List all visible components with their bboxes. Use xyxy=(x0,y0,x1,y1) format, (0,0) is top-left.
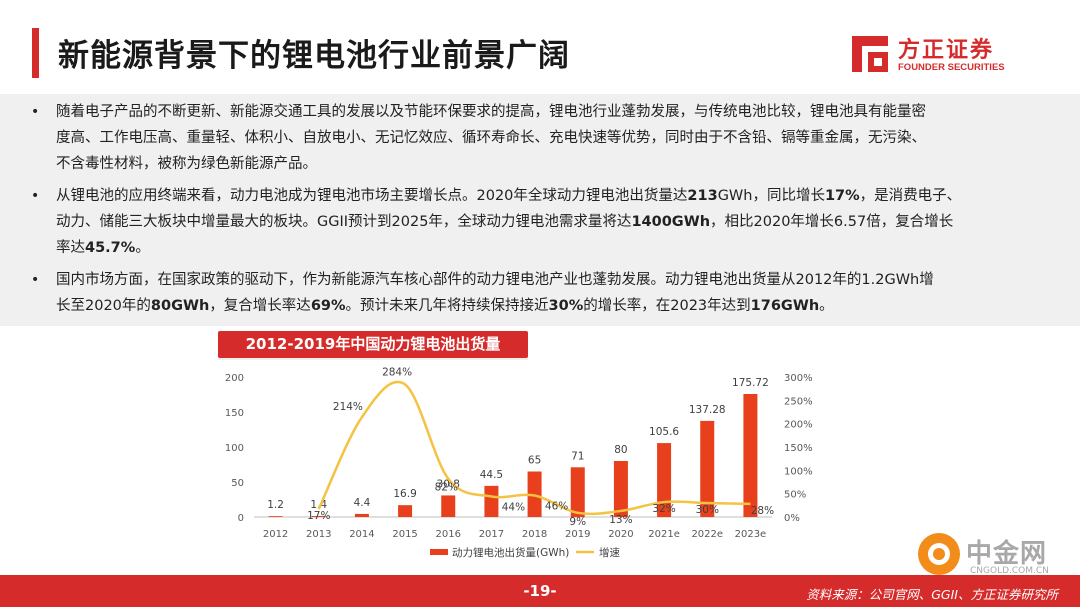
bar xyxy=(398,505,413,517)
bar-data-label: 30.8 xyxy=(437,478,460,490)
y-right-tick-label: 0% xyxy=(784,513,800,524)
bar xyxy=(441,495,456,517)
bar-data-label: 175.72 xyxy=(732,377,769,389)
bar xyxy=(484,485,499,517)
y-left-tick-label: 100 xyxy=(225,443,244,454)
growth-data-label: 214% xyxy=(333,401,363,413)
x-tick-label: 2015 xyxy=(392,529,417,540)
x-tick-label: 2012 xyxy=(263,529,288,540)
bar-data-label: 1.2 xyxy=(267,499,284,511)
y-right-tick-label: 100% xyxy=(784,466,813,477)
x-tick-label: 2023e xyxy=(735,529,767,540)
bar-data-label: 4.4 xyxy=(354,497,371,509)
logo-cn-text: 方正证券 xyxy=(898,38,995,63)
y-right-tick-label: 50% xyxy=(784,490,806,501)
founder-logo: 方正证券 FOUNDER SECURITIES xyxy=(848,30,1048,78)
x-tick-label: 2013 xyxy=(306,529,331,540)
y-left-tick-label: 200 xyxy=(225,373,244,384)
x-tick-label: 2021e xyxy=(648,529,680,540)
bullet-2-line-1: 从锂电池的应用终端来看，动力电池成为锂电池市场主要增长点。2020年全球动力锂电… xyxy=(56,188,962,204)
growth-data-label: 13% xyxy=(609,514,632,526)
bar xyxy=(570,467,585,517)
page-title: 新能源背景下的锂电池行业前景广阔 xyxy=(58,38,570,74)
watermark: 中金网 CNGOLD.COM.CN xyxy=(918,531,1068,577)
bullet-1-line-3: 不含毒性材料，被称为绿色新能源产品。 xyxy=(56,156,317,172)
bar-data-label: 16.9 xyxy=(393,488,416,500)
bullet-1: • 随着电子产品的不断更新、新能源交通工具的发展以及节能环保要求的提高，锂电池行… xyxy=(31,99,1056,177)
bullet-3: • 国内市场方面，在国家政策的驱动下，作为新能源汽车核心部件的动力锂电池产业也蓬… xyxy=(31,267,1056,319)
y-right-tick-label: 250% xyxy=(784,396,813,407)
watermark-logo-icon xyxy=(918,533,960,575)
bar xyxy=(311,516,326,517)
growth-data-label: 9% xyxy=(569,516,586,528)
bar-data-label: 105.6 xyxy=(649,426,679,438)
growth-data-label: 30% xyxy=(696,504,719,516)
x-tick-label: 2017 xyxy=(479,529,504,540)
bullet-2-line-3: 率达45.7%。 xyxy=(56,240,150,256)
y-left-tick-label: 50 xyxy=(231,478,244,489)
page-number: -19- xyxy=(523,582,557,600)
growth-data-label: 82% xyxy=(435,482,458,494)
bullet-2: • 从锂电池的应用终端来看，动力电池成为锂电池市场主要增长点。2020年全球动力… xyxy=(31,183,1056,261)
growth-data-label: 17% xyxy=(307,510,330,522)
x-tick-label: 2014 xyxy=(349,529,374,540)
x-tick-label: 2016 xyxy=(436,529,461,540)
bar-data-label: 137.28 xyxy=(689,404,726,416)
legend-line-label: 增速 xyxy=(599,546,620,559)
bar xyxy=(527,471,542,517)
footer-bar xyxy=(0,575,1080,607)
bar xyxy=(354,513,369,517)
bar-data-label: 44.5 xyxy=(480,469,503,481)
x-tick-label: 2019 xyxy=(565,529,590,540)
bar-data-label: 65 xyxy=(528,455,541,467)
bar-data-label: 71 xyxy=(571,450,584,462)
founder-logo-icon xyxy=(852,36,888,72)
x-tick-label: 2020 xyxy=(608,529,633,540)
shipment-chart: 0 50 100 150 200 0% 50% 100% 150% 200% 250% 300% 201… xyxy=(225,366,813,559)
bar xyxy=(700,420,715,517)
legend-bar-swatch xyxy=(430,549,448,555)
bullet-1-line-1: 随着电子产品的不断更新、新能源交通工具的发展以及节能环保要求的提高，锂电池行业蓬… xyxy=(56,104,926,120)
y-right-tick-label: 150% xyxy=(784,443,813,454)
chart-title: 2012-2019年中国动力锂电池出货量 xyxy=(218,331,528,358)
x-tick-label: 2018 xyxy=(522,529,547,540)
chart-title-shadow xyxy=(218,356,528,360)
bullet-2-line-2: 动力、储能三大板块中增量最大的板块。GGII预计到2025年，全球动力锂电池需求… xyxy=(56,214,954,230)
y-right-tick-label: 200% xyxy=(784,420,813,431)
growth-data-label: 46% xyxy=(545,501,568,513)
bullet-1-line-2: 度高、工作电压高、重量轻、体积小、自放电小、无记忆效应、循环寿命长、充电快速等优… xyxy=(56,130,926,146)
source-note: 资料来源：公司官网、GGII、方正证券研究所 xyxy=(806,587,1058,602)
growth-rate-line xyxy=(317,380,751,516)
watermark-url: CNGOLD.COM.CN xyxy=(970,566,1049,576)
logo-en-text: FOUNDER SECURITIES xyxy=(898,62,1005,73)
watermark-text: 中金网 xyxy=(966,539,1048,569)
bullet-3-line-2: 长至2020年的80GWh，复合增长率达69%。预计未来几年将持续保持接近30%… xyxy=(56,298,834,314)
summary-text-box: • 随着电子产品的不断更新、新能源交通工具的发展以及节能环保要求的提高，锂电池行… xyxy=(0,94,1080,326)
bar xyxy=(613,461,628,517)
bar-data-label: 80 xyxy=(614,444,627,456)
bar xyxy=(657,443,672,517)
y-left-tick-label: 150 xyxy=(225,408,244,419)
y-right-tick-label: 300% xyxy=(784,373,813,384)
legend-bar-label: 动力锂电池出货量(GWh) xyxy=(452,546,569,559)
growth-data-label: 28% xyxy=(751,505,774,517)
y-left-tick-label: 0 xyxy=(238,513,244,524)
bullet-3-line-1: 国内市场方面，在国家政策的驱动下，作为新能源汽车核心部件的动力锂电池产业也蓬勃发… xyxy=(56,272,934,288)
x-tick-label: 2022e xyxy=(691,529,723,540)
growth-data-label: 44% xyxy=(502,501,525,513)
bar xyxy=(268,516,283,517)
bar xyxy=(743,393,758,517)
growth-data-label: 32% xyxy=(652,503,675,515)
growth-data-label: 284% xyxy=(382,366,412,378)
title-accent-bar xyxy=(32,28,39,78)
